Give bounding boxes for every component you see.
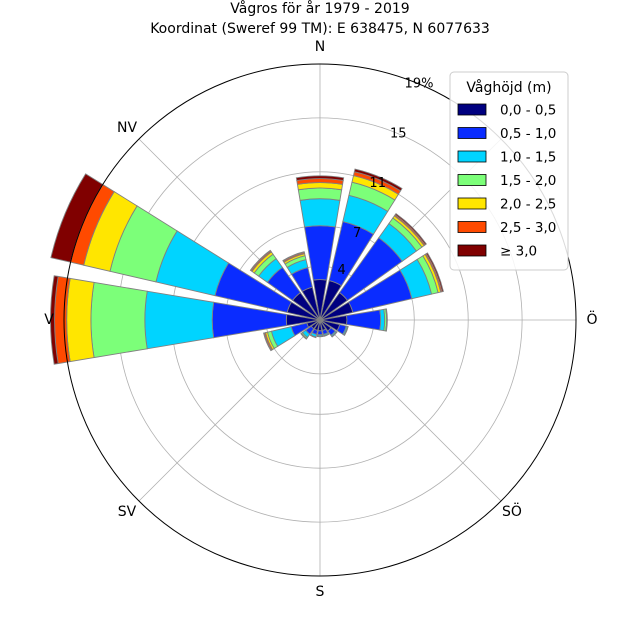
legend-swatch bbox=[457, 127, 487, 139]
legend-swatch bbox=[457, 197, 487, 210]
direction-label-sv: SV bbox=[118, 504, 137, 520]
bar-segment-v-3 bbox=[90, 281, 148, 359]
radial-tick-label: 7 bbox=[353, 226, 361, 241]
legend-label: ≥ 3,0 bbox=[500, 244, 537, 260]
legend-swatch bbox=[457, 103, 487, 116]
bar-segment-nnv-6 bbox=[282, 251, 305, 262]
direction-label-nv: NV bbox=[117, 120, 137, 136]
bar-segment-nö-6 bbox=[394, 213, 427, 246]
bar-segment-vsv-6 bbox=[263, 332, 273, 352]
legend-title: Våghöjd (m) bbox=[466, 79, 551, 96]
bar-segment-nv-6 bbox=[249, 249, 272, 272]
radial-tick-label: 15 bbox=[390, 126, 407, 141]
direction-label-so: SÖ bbox=[502, 502, 522, 520]
rose-bars bbox=[50, 168, 444, 365]
direction-label-v: V bbox=[44, 312, 54, 328]
bar-segment-n-3 bbox=[297, 187, 343, 201]
legend: Våghöjd (m) 0,0 - 0,5 0,5 - 1,0 1,0 - 1,5 1… bbox=[449, 71, 569, 271]
bar-segment-önö-6 bbox=[425, 252, 444, 293]
legend-swatch bbox=[457, 244, 487, 257]
bar-segment-ssö-3 bbox=[323, 333, 330, 337]
legend-box bbox=[449, 71, 569, 271]
bar-segment-n-6 bbox=[295, 175, 345, 181]
bar-segment-ssv-3 bbox=[309, 334, 317, 339]
bar-segment-v-6 bbox=[50, 275, 59, 365]
bar-segment-sö-3 bbox=[331, 331, 338, 338]
chart-subtitle: Koordinat (Sweref 99 TM): E 638475, N 60… bbox=[150, 21, 490, 37]
legend-label: 1,0 - 1,5 bbox=[500, 150, 556, 166]
radial-tick-label: 4 bbox=[337, 263, 345, 278]
bar-segment-s-3 bbox=[316, 335, 324, 338]
bar-segment-v-4 bbox=[66, 277, 95, 363]
bar-segment-ö-4 bbox=[385, 308, 388, 332]
legend-label: 0,0 - 0,5 bbox=[500, 103, 556, 119]
legend-swatch bbox=[457, 150, 487, 163]
grid-spoke bbox=[138, 319, 321, 502]
direction-label-o: Ö bbox=[586, 310, 597, 328]
legend-swatch bbox=[457, 174, 487, 186]
direction-label-n: N bbox=[315, 39, 325, 55]
radial-tick-label: 11 bbox=[369, 176, 386, 191]
bar-segment-sv-4 bbox=[300, 332, 308, 340]
plot-outer-circle bbox=[63, 63, 577, 577]
legend-label: 2,0 - 2,5 bbox=[500, 197, 556, 213]
bar-segment-s-1 bbox=[317, 330, 323, 336]
direction-label-s: S bbox=[316, 584, 325, 600]
legend-label: 2,5 - 3,0 bbox=[500, 220, 556, 236]
legend-swatch bbox=[457, 221, 487, 233]
legend-items: 0,0 - 0,5 0,5 - 1,0 1,0 - 1,5 1,5 - 2,0 2,0 … bbox=[457, 103, 556, 260]
chart-title: Vågros för år 1979 - 2019 bbox=[230, 0, 409, 17]
legend-label: 0,5 - 1,0 bbox=[500, 126, 556, 142]
grid-spoke bbox=[319, 319, 502, 502]
bar-segment-n-2 bbox=[299, 198, 341, 228]
legend-label: 1,5 - 2,0 bbox=[500, 173, 556, 189]
bar-segment-nnö-6 bbox=[353, 168, 403, 192]
bar-segment-ösö-3 bbox=[343, 325, 349, 336]
bar-segment-v-2 bbox=[144, 290, 215, 350]
